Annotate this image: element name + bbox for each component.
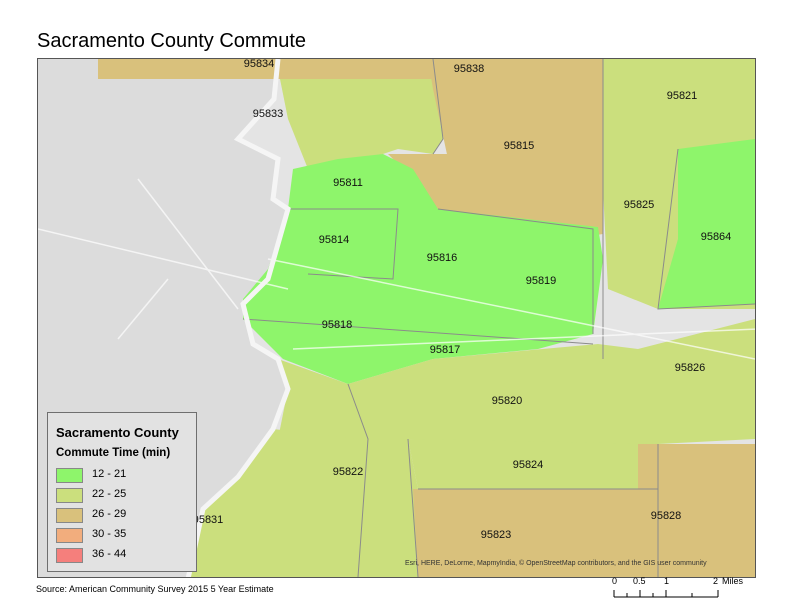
legend-label: 36 - 44 <box>92 548 127 560</box>
legend-label: 12 - 21 <box>92 468 127 480</box>
scale-unit-label: Miles <box>722 576 744 586</box>
zip-area-95820-95826 <box>278 319 755 449</box>
zip-area-95864 <box>658 139 755 309</box>
zip-label: 95820 <box>492 395 523 407</box>
zip-label: 95828 <box>651 510 682 522</box>
zip-label: 95831 <box>193 514 224 526</box>
zip-label: 95814 <box>319 234 350 246</box>
legend-swatch <box>56 548 83 563</box>
basemap-roads <box>38 178 755 360</box>
map-legend: Sacramento County Commute Time (min) 12 … <box>47 412 197 572</box>
zip-label: 95821 <box>667 90 698 102</box>
scale-tick-label: 0.5 <box>633 576 646 586</box>
zip-area-95834 <box>98 59 438 79</box>
legend-label: 22 - 25 <box>92 488 127 500</box>
map-title: Sacramento County Commute <box>37 30 307 52</box>
zip-label: 95838 <box>454 63 485 75</box>
zip-area-central <box>243 154 603 384</box>
legend-swatch <box>56 488 83 503</box>
zip-label: 95818 <box>322 319 353 331</box>
scale-tick-label: 1 <box>664 576 670 586</box>
zip-label: 95825 <box>624 199 655 211</box>
zip-label: 95823 <box>481 529 512 541</box>
zip-label: 95824 <box>513 459 544 471</box>
zip-label: 95864 <box>701 231 732 243</box>
legend-swatch <box>56 468 83 483</box>
legend-subtitle: Commute Time (min) <box>56 447 171 459</box>
zip-label: 95817 <box>430 344 461 356</box>
zip-label: 95819 <box>526 275 557 287</box>
zip-area-95838 <box>428 59 608 159</box>
zip-label: 95822 <box>333 466 364 478</box>
zip-area-95823 <box>413 489 658 577</box>
zip-area-95824 <box>408 439 658 489</box>
legend-swatch <box>56 508 83 523</box>
scale-tick-label: 0 <box>612 576 618 586</box>
zip-area-95828 <box>638 444 755 577</box>
river-outline <box>185 59 291 577</box>
legend-label: 30 - 35 <box>92 528 127 540</box>
zip-label: 95815 <box>504 140 535 152</box>
zip-area-95815 <box>388 154 603 237</box>
data-source: Source: American Community Survey 2015 5… <box>36 584 274 594</box>
scale-ruler <box>613 590 719 598</box>
zip-label: 95833 <box>253 108 284 120</box>
zip-label: 95811 <box>333 177 363 189</box>
legend-title: Sacramento County <box>56 425 179 440</box>
scale-bar: 0 0.5 1 2 Miles <box>612 576 752 600</box>
zip-label: 95816 <box>427 252 458 264</box>
legend-swatch <box>56 528 83 543</box>
legend-label: 26 - 29 <box>92 508 127 520</box>
zip-area-95833 <box>98 59 443 174</box>
zip-label: 95834 <box>244 59 275 70</box>
map-attribution: Esri, HERE, DeLorme, MapmyIndia, © OpenS… <box>405 560 707 567</box>
scale-tick-label: 2 <box>713 576 719 586</box>
zip-label: 95826 <box>675 362 706 374</box>
